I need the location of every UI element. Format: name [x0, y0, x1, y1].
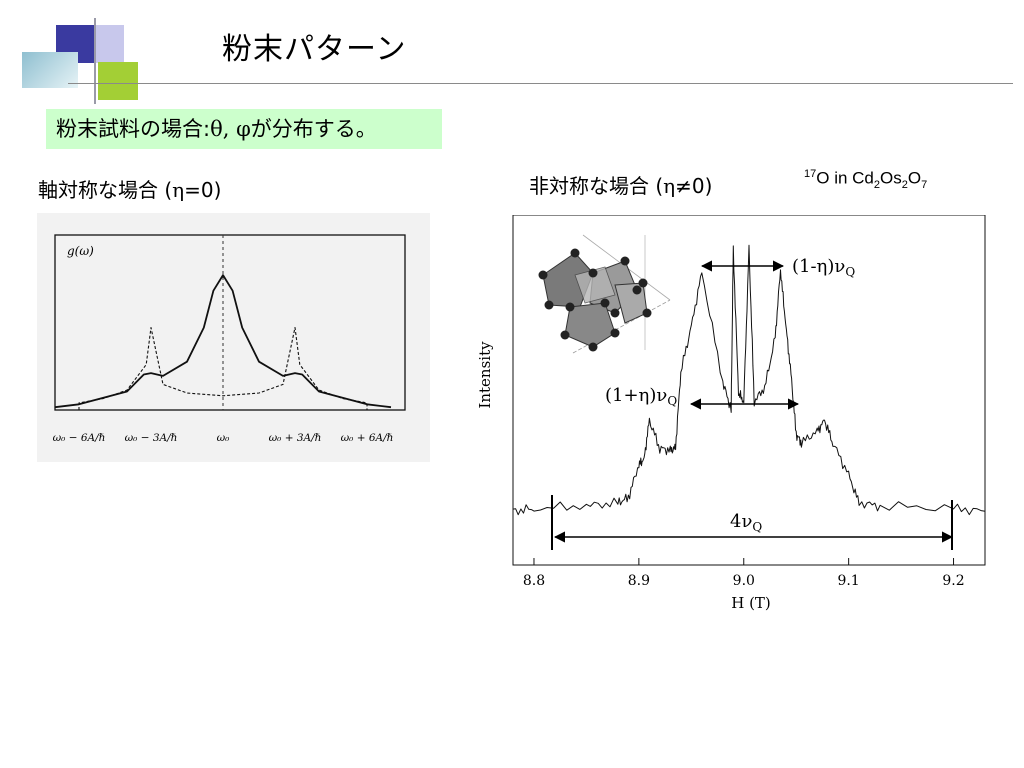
left-figure-background [37, 213, 430, 462]
left-ylabel: g(ω) [67, 244, 94, 258]
deco-teal-square [22, 52, 78, 88]
crystal-structure-inset [538, 234, 671, 354]
left-tick-label: ω₀ − 6A/ℏ [53, 432, 106, 444]
right-x-tick-label: 8.8 [523, 573, 545, 589]
callout-suffix: が分布する。 [250, 117, 377, 141]
compound-label: 17O in Cd2Os2O7 [804, 168, 927, 191]
deco-green-square [98, 62, 138, 100]
left-tick-label: ω₀ + 6A/ℏ [341, 432, 394, 444]
left-plot-frame [54, 234, 406, 411]
left-caption: 軸対称な場合 (η=0) [38, 174, 221, 203]
left-tick-label: ω₀ − 3A/ℏ [125, 432, 178, 444]
right-caption-eta: η [663, 174, 676, 198]
left-caption-prefix: 軸対称な場合 ( [38, 178, 173, 202]
callout-colon: : [203, 117, 211, 141]
left-tick-labels: ω₀ − 6A/ℏ ω₀ − 3A/ℏ ω₀ ω₀ + 3A/ℏ ω₀ + 6A/ℏ [53, 432, 394, 444]
annotation-1-plus-eta: (1+η)νQ [605, 385, 677, 408]
left-caption-eta: η [172, 178, 185, 202]
left-series-dashed [78, 327, 368, 410]
compound-sub1: 2 [873, 179, 881, 192]
compound-o2: O [907, 168, 922, 188]
callout-prefix: 粉末試料の場合 [56, 117, 203, 141]
callout-theta-phi: θ, φ [210, 117, 251, 141]
right-x-tick-label: 9.0 [733, 573, 755, 589]
compound-os: Os [880, 168, 902, 188]
left-tick-label: ω₀ + 3A/ℏ [269, 432, 322, 444]
title-rule [68, 83, 1013, 84]
annotation-4nuq: 4νQ [730, 511, 762, 534]
right-xlabel: H (T) [731, 594, 771, 612]
compound-o: O in Cd [816, 168, 874, 188]
left-tick-label: ω₀ [217, 432, 231, 444]
right-caption: 非対称な場合 (η≠0) [529, 170, 712, 199]
right-x-ticks: 8.8 8.9 9.0 9.1 9.2 [523, 558, 965, 589]
right-nmr-spectrum-figure: Intensity H (T) 8.8 8.9 9.0 9.1 9.2 (1-η)νQ … [476, 215, 986, 612]
compound-sub3: 7 [921, 179, 928, 192]
deco-lightblue-square [96, 25, 124, 63]
right-x-tick-label: 9.2 [942, 573, 964, 589]
deco-vertical-line [94, 18, 96, 104]
left-caption-suffix: =0) [184, 178, 222, 202]
left-series-solid [54, 274, 392, 409]
right-caption-suffix: ≠0) [675, 174, 713, 198]
left-powder-pattern-figure: g(ω) ω₀ − 6A/ℏ ω₀ − 3A/ℏ ω₀ ω₀ + 3A/ℏ ω₀ + 6… [37, 213, 430, 462]
slide-title: 粉末パターン [222, 32, 407, 67]
compound-sub2: 2 [901, 179, 908, 192]
right-caption-prefix: 非対称な場合 ( [529, 174, 664, 198]
right-ylabel: Intensity [476, 341, 494, 409]
annotation-1-minus-eta: (1-η)νQ [792, 256, 855, 279]
left-curves [54, 274, 392, 410]
right-x-tick-label: 8.9 [628, 573, 650, 589]
callout-box: 粉末試料の場合:θ, φが分布する。 [46, 109, 442, 149]
compound-isotope: 17 [804, 168, 817, 180]
right-x-tick-label: 9.1 [837, 573, 859, 589]
